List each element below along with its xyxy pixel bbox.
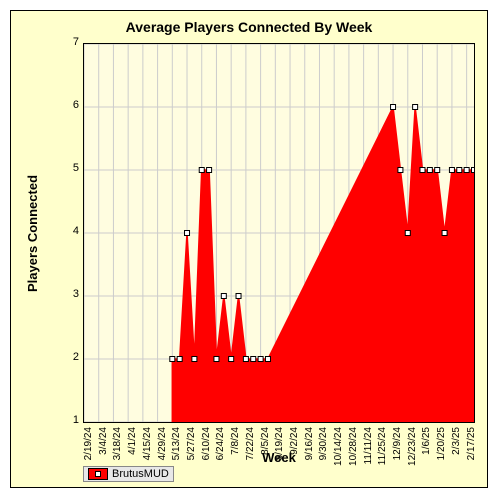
- x-axis-label: Week: [83, 450, 475, 465]
- chart-title: Average Players Connected By Week: [11, 19, 487, 35]
- y-tick: 4: [63, 225, 79, 237]
- y-tick: 1: [63, 414, 79, 426]
- legend-swatch: [88, 468, 108, 480]
- y-axis-label: Players Connected: [25, 43, 41, 423]
- y-tick: 5: [63, 162, 79, 174]
- y-tick: 6: [63, 99, 79, 111]
- plot-area: [83, 43, 475, 423]
- y-tick: 7: [63, 36, 79, 48]
- legend: BrutusMUD: [83, 466, 174, 482]
- chart-frame: Average Players Connected By Week Player…: [10, 10, 488, 488]
- y-tick: 3: [63, 288, 79, 300]
- legend-label: BrutusMUD: [112, 468, 169, 480]
- y-tick: 2: [63, 351, 79, 363]
